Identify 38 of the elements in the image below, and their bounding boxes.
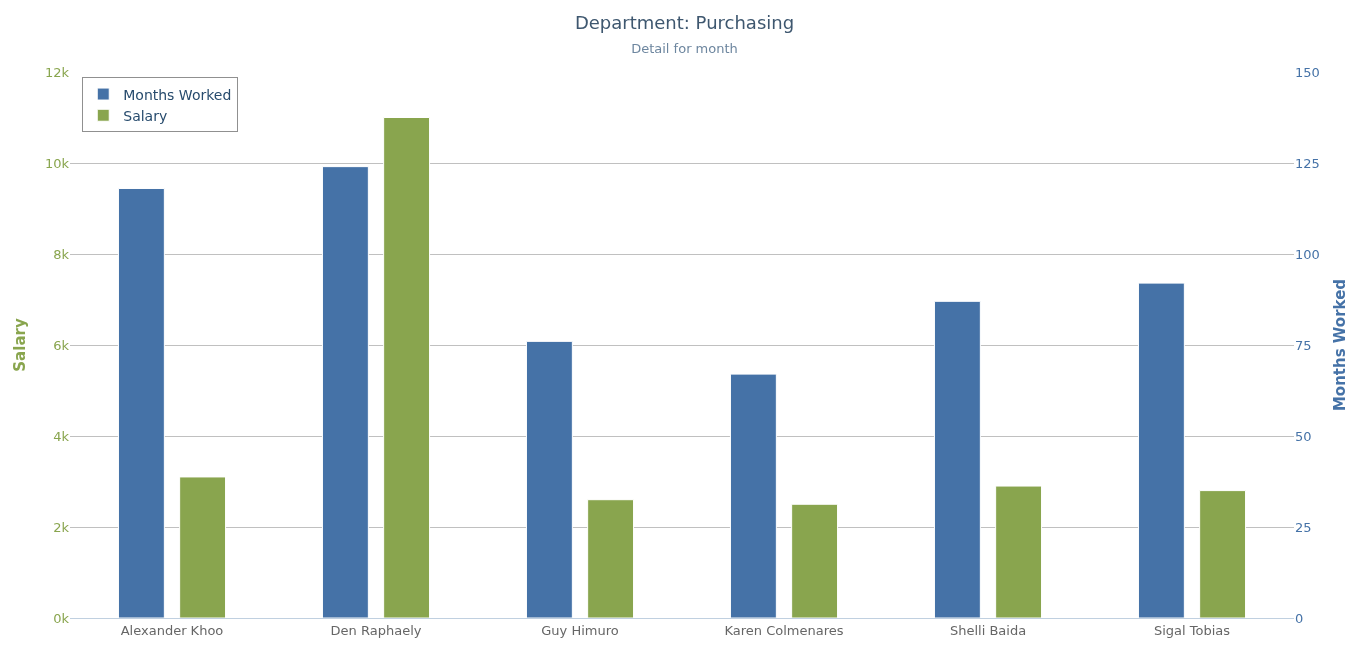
y2-axis-title: Months Worked bbox=[1330, 278, 1349, 412]
bar bbox=[791, 503, 839, 618]
bar bbox=[525, 340, 573, 618]
x-tick-label: Alexander Khoo bbox=[120, 622, 224, 638]
x-tick-label: Shelli Baida bbox=[949, 622, 1027, 638]
chart-title: Department: Purchasing bbox=[574, 12, 795, 34]
legend-label: Salary bbox=[123, 107, 168, 124]
chart-subtitle: Detail for month bbox=[631, 40, 738, 56]
y2-tick-label: 100 bbox=[1295, 246, 1320, 262]
bar bbox=[1199, 490, 1247, 618]
x-tick-label: Den Raphaely bbox=[330, 622, 422, 638]
bar bbox=[933, 300, 981, 618]
y-tick-label: 8k bbox=[53, 246, 70, 262]
bar bbox=[117, 187, 165, 618]
y-tick-label: 0k bbox=[53, 610, 70, 626]
x-tick-label: Karen Colmenares bbox=[724, 622, 844, 638]
y2-tick-label: 75 bbox=[1295, 337, 1312, 353]
bar bbox=[321, 166, 369, 618]
y2-tick-label: 125 bbox=[1295, 155, 1320, 171]
y2-tick-label: 150 bbox=[1295, 64, 1320, 80]
y-tick-label: 10k bbox=[44, 155, 70, 171]
bar bbox=[1137, 282, 1185, 618]
x-tick-label: Sigal Tobias bbox=[1153, 622, 1231, 638]
x-tick-label: Guy Himuro bbox=[541, 622, 619, 638]
bar bbox=[383, 117, 431, 618]
bar bbox=[587, 499, 635, 618]
bar bbox=[179, 476, 227, 618]
y-tick-label: 4k bbox=[53, 428, 70, 444]
y2-tick-label: 25 bbox=[1295, 519, 1312, 535]
y-axis-title: Salary bbox=[11, 318, 30, 372]
bar bbox=[995, 485, 1043, 618]
y-tick-label: 6k bbox=[53, 337, 70, 353]
legend-label: Months Worked bbox=[123, 86, 232, 103]
bar bbox=[729, 373, 777, 618]
y2-tick-label: 0 bbox=[1295, 610, 1304, 626]
y-tick-label: 12k bbox=[44, 64, 70, 80]
y-tick-label: 2k bbox=[53, 519, 70, 535]
y2-tick-label: 50 bbox=[1295, 428, 1312, 444]
